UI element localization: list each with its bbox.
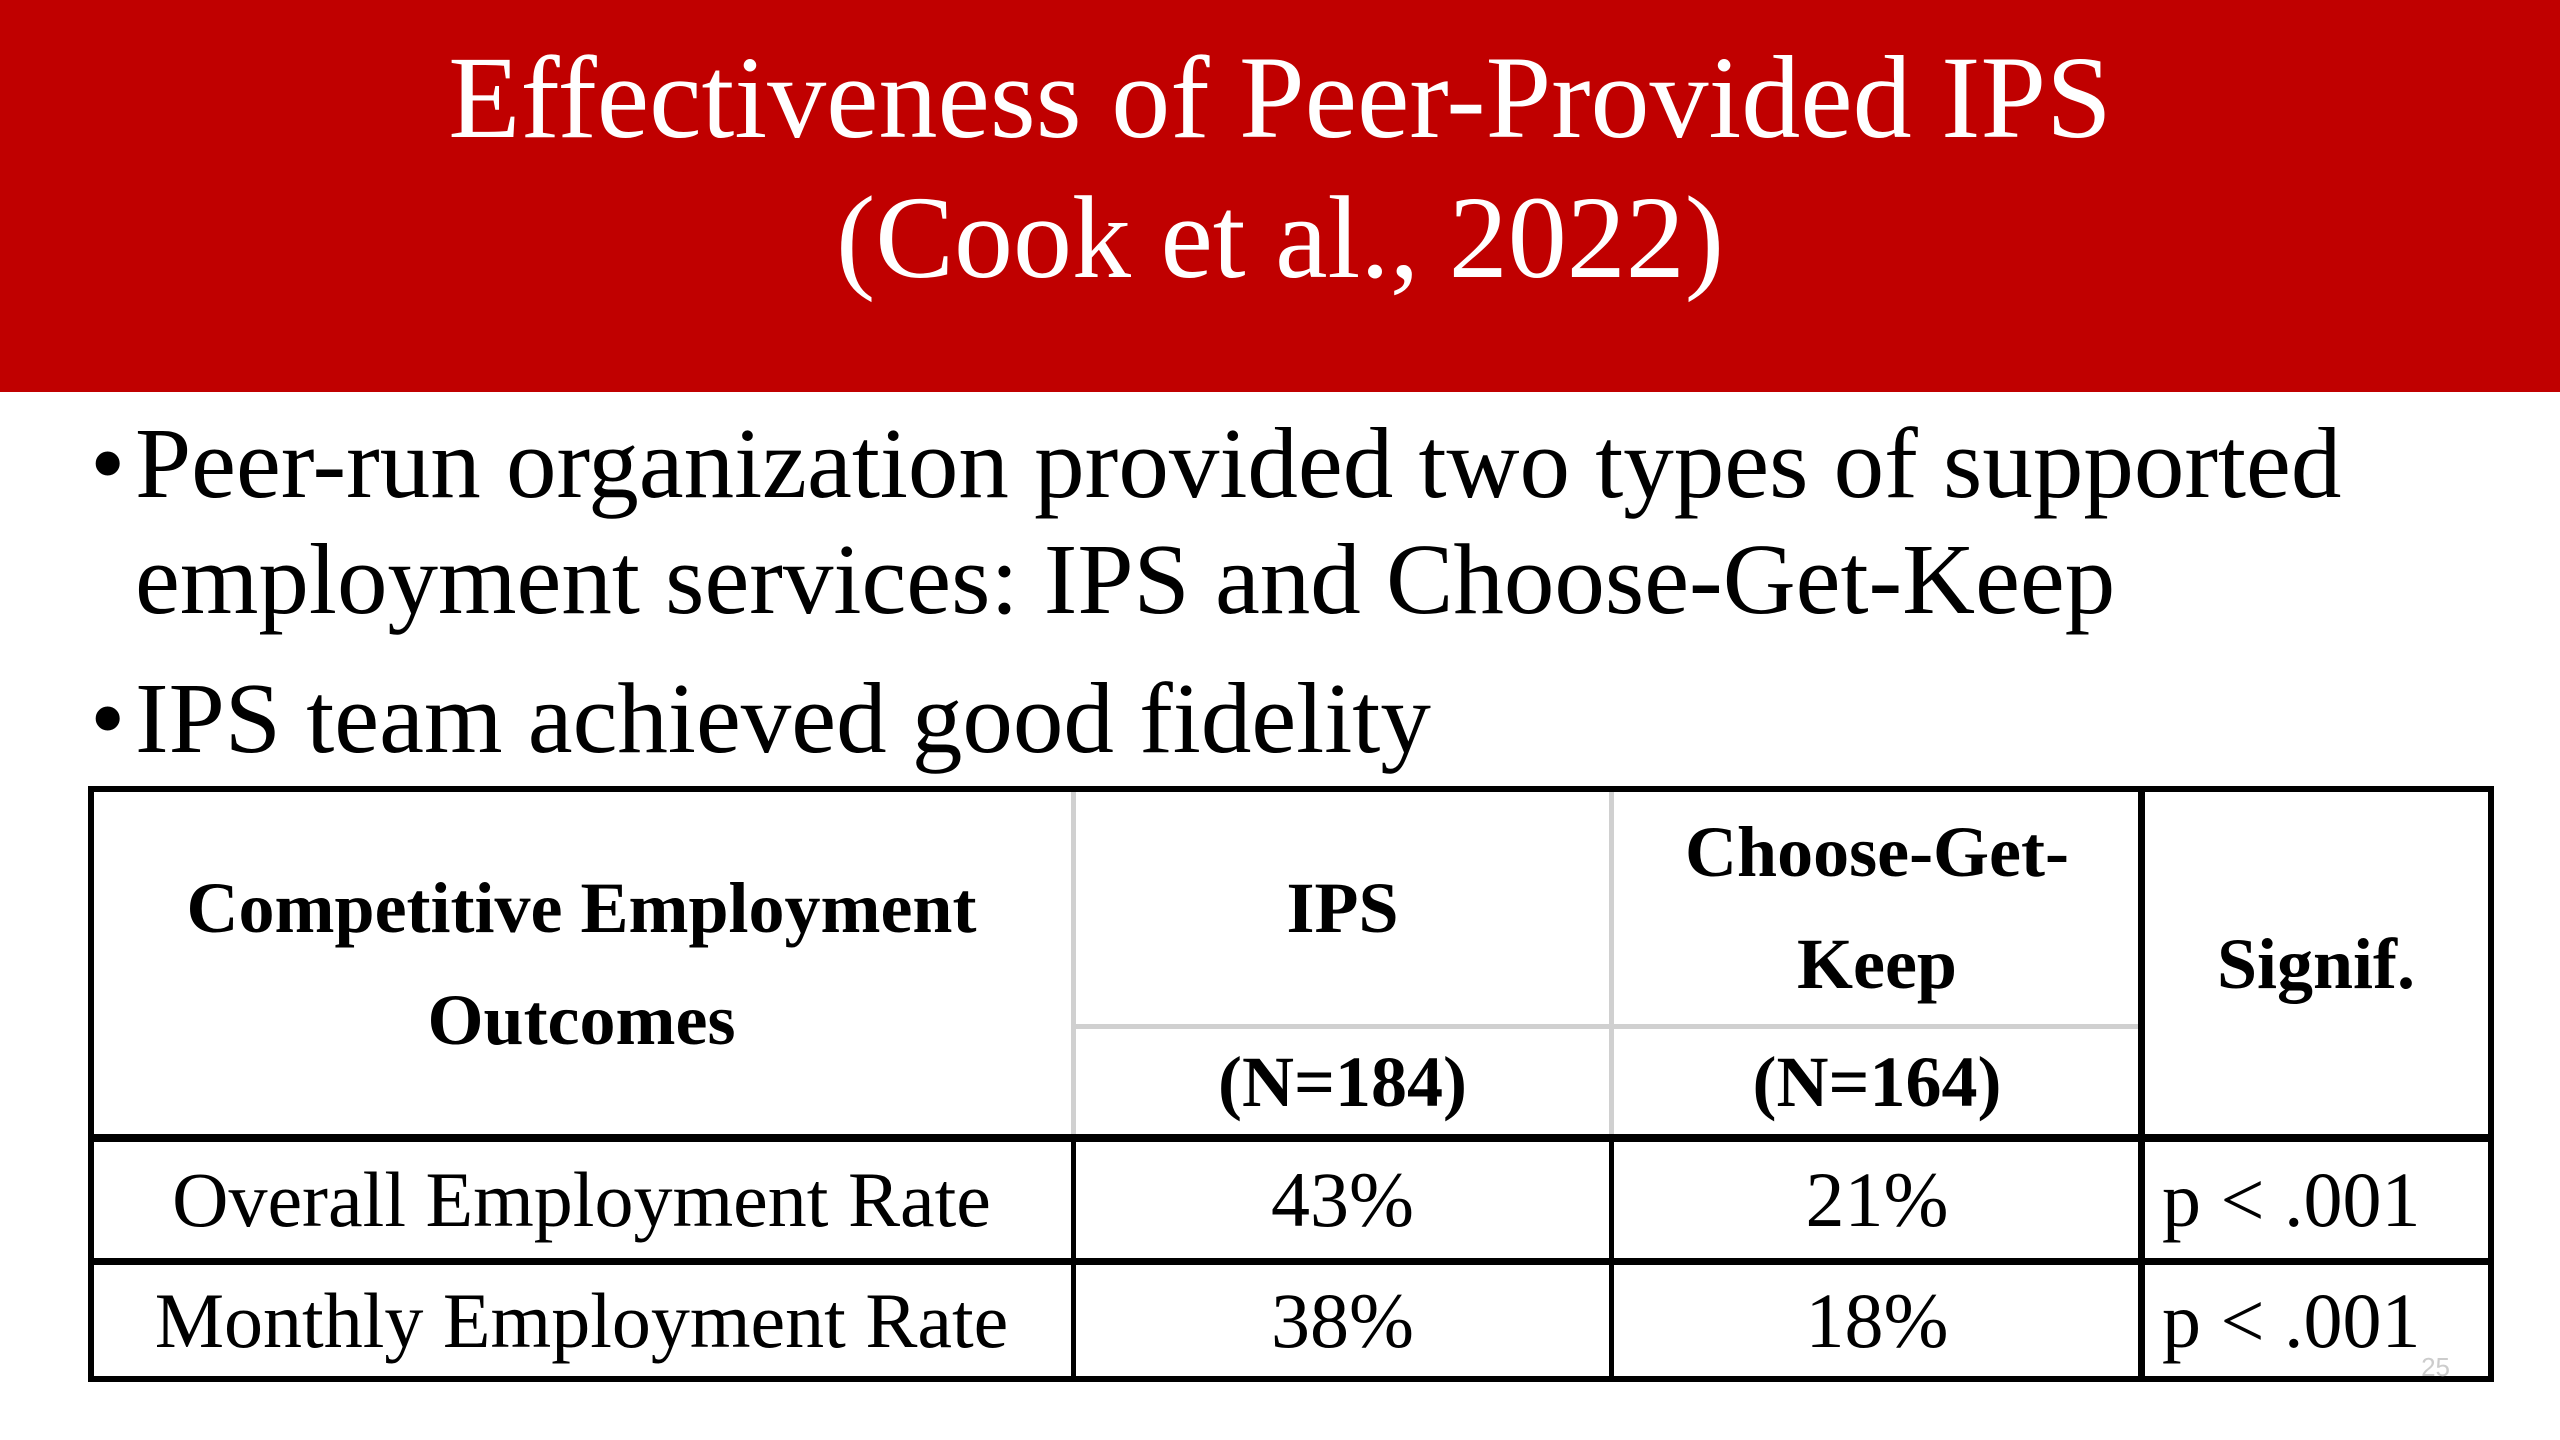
border (88, 786, 94, 1382)
bullet: IPS team achieved good fidelity (90, 660, 2510, 776)
border (88, 1376, 2494, 1382)
cell: 43% (1271, 1155, 1414, 1243)
cell: 38% (1271, 1276, 1414, 1364)
header-cell: Signif. (2216, 923, 2416, 1004)
header-cell: (N=184) (1218, 1042, 1467, 1122)
border (88, 1258, 2494, 1265)
title-banner: Effectiveness of Peer-Provided IPS (Cook… (0, 0, 2560, 392)
cell: p < .001 (2162, 1276, 2421, 1364)
header-cell: (N=164) (1752, 1042, 2002, 1122)
header-cell: IPS (1286, 867, 1399, 948)
border (2138, 786, 2145, 1382)
title-line: (Cook et al., 2022) (835, 172, 1725, 303)
bullet: Peer-run organization provided two types… (90, 405, 2510, 637)
border (1073, 1024, 2138, 1029)
border (88, 786, 2494, 792)
border (1609, 792, 1614, 1134)
title-line: Effectiveness of Peer-Provided IPS (448, 32, 2112, 163)
border (1609, 1142, 1614, 1378)
border (1071, 792, 1076, 1134)
cell: 18% (1805, 1276, 1949, 1364)
cell: 21% (1805, 1155, 1949, 1243)
row-label: Monthly Employment Rate (154, 1276, 1009, 1364)
border (88, 1134, 2494, 1142)
slide-number: 25 (2421, 1352, 2450, 1382)
header-cell: Choose-Get-Keep (1685, 811, 2069, 1004)
border (1071, 1142, 1076, 1378)
cell: p < .001 (2162, 1155, 2421, 1243)
row-label: Overall Employment Rate (172, 1155, 991, 1243)
header-cell: Competitive Employment Outcomes (186, 867, 977, 1060)
border (2488, 786, 2494, 1382)
